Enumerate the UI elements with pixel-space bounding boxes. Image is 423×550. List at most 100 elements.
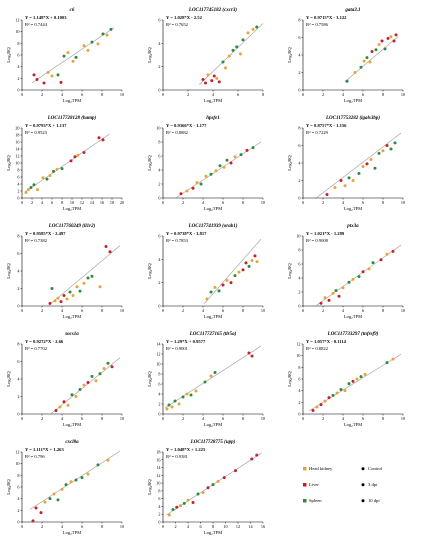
y-tick-label: 2 xyxy=(17,394,19,399)
data-point xyxy=(241,268,245,272)
data-point xyxy=(48,497,52,501)
y-axis-label: Log₂RQ xyxy=(287,47,292,63)
data-point xyxy=(371,261,375,265)
data-point xyxy=(339,179,343,182)
y-axis-label: Log₂RQ xyxy=(287,371,292,387)
regression-equation: Y = 0.9738*X - 3.817 xyxy=(166,231,207,236)
data-point xyxy=(78,388,82,391)
data-point xyxy=(52,492,56,496)
panel-title: LOC117727165 (tlr5a) xyxy=(189,332,237,337)
x-axis-label: Log₂TPM xyxy=(63,530,81,535)
panel-5: hpsfe1 Y = 0.9366*X - 1.177 R² = 0.8882 0 2 4… xyxy=(147,116,265,211)
x-tick-label: 2 xyxy=(41,524,43,529)
x-tick-label: 8 xyxy=(382,92,384,97)
x-tick-label: 4 xyxy=(187,524,190,529)
x-tick-label: 8 xyxy=(382,416,384,421)
data-point xyxy=(385,144,389,147)
x-tick-label: 10 xyxy=(261,200,265,205)
r-squared: R² = 0.7382 xyxy=(25,238,48,243)
regression-equation: Y = 0.9366*X - 1.177 xyxy=(166,123,207,128)
data-point xyxy=(24,190,28,194)
data-point xyxy=(108,250,112,254)
data-point xyxy=(29,186,33,189)
data-point xyxy=(204,174,208,178)
x-tick-label: 0 xyxy=(302,200,304,205)
x-tick-label: 8 xyxy=(101,92,103,97)
data-point xyxy=(50,287,54,290)
legend-label-time: 10 dpi xyxy=(368,498,380,503)
regression-line xyxy=(166,452,262,516)
data-point xyxy=(60,487,64,491)
x-tick-label: 2 xyxy=(182,308,184,313)
data-point xyxy=(206,486,210,490)
data-point xyxy=(175,505,179,509)
data-point xyxy=(380,39,384,43)
panel-14: LOC117728775 (upp) Y = 1.048*X + 1.225 R² … xyxy=(147,440,265,535)
data-point xyxy=(32,73,36,77)
y-tick-label: 14 xyxy=(156,342,161,347)
legend-label-tissue: Head kidney xyxy=(309,466,333,471)
data-point xyxy=(80,476,84,480)
data-point xyxy=(69,480,73,484)
y-tick-label: 2 xyxy=(298,290,300,295)
x-tick-label: 18 xyxy=(110,200,114,205)
x-tick-label: 10 xyxy=(120,416,124,421)
data-point xyxy=(48,174,52,178)
y-axis-label: Log₂RQ xyxy=(6,479,11,495)
data-point xyxy=(189,393,193,397)
y-tick-label: 0 xyxy=(158,196,160,201)
x-axis-label: Log₂TPM xyxy=(204,314,222,319)
y-axis-label: Log₂RQ xyxy=(147,371,152,387)
x-tick-label: 2 xyxy=(182,416,184,421)
data-point xyxy=(213,285,217,289)
data-point xyxy=(218,164,222,168)
y-tick-label: 0 xyxy=(158,88,160,93)
regression-equation: Y = 0.9585*X - 2.497 xyxy=(25,231,66,236)
x-tick-label: 0 xyxy=(162,200,164,205)
x-tick-label: 2 xyxy=(187,92,189,97)
data-point xyxy=(191,186,195,190)
x-tick-label: 6 xyxy=(199,524,201,529)
x-tick-label: 2 xyxy=(322,200,324,205)
data-point xyxy=(247,351,251,355)
data-point xyxy=(315,405,319,409)
data-point xyxy=(363,372,367,376)
x-tick-label: 2 xyxy=(31,200,33,205)
y-tick-label: 0 xyxy=(17,196,19,201)
x-axis-label: Log₂TPM xyxy=(204,422,222,427)
data-point xyxy=(225,158,229,162)
data-point xyxy=(64,483,68,487)
y-tick-label: 8 xyxy=(17,342,19,347)
y-tick-label: 12 xyxy=(15,18,19,23)
x-tick-label: 4 xyxy=(61,416,64,421)
y-tick-label: 12 xyxy=(296,342,300,347)
data-point xyxy=(391,249,395,253)
y-tick-label: 0 xyxy=(158,412,160,417)
x-tick-label: 4 xyxy=(342,416,345,421)
x-tick-label: 4 xyxy=(202,200,205,205)
y-tick-label: 2 xyxy=(17,286,19,291)
y-tick-label: 14 xyxy=(156,465,161,470)
data-point xyxy=(365,56,369,60)
y-tick-label: 8 xyxy=(158,140,160,145)
data-point xyxy=(43,500,47,504)
x-tick-label: 2 xyxy=(322,416,324,421)
data-point xyxy=(52,169,55,173)
data-point xyxy=(359,65,363,69)
x-axis-label: Log₂TPM xyxy=(63,314,81,319)
x-axis-label: Log₂TPM xyxy=(204,530,222,535)
y-tick-label: 6 xyxy=(298,377,300,382)
data-point xyxy=(389,147,393,151)
y-axis-label: Log₂RQ xyxy=(287,263,292,279)
panels: c6Y = 1.148*X + 0.1003 R² = 0.7444 0 2 4 6 8 10… xyxy=(6,8,405,535)
y-tick-label: 4 xyxy=(17,64,20,69)
y-tick-label: 6 xyxy=(17,485,19,490)
regression-equation: Y = 1.028*X - 2.52 xyxy=(166,15,203,20)
y-tick-label: 8 xyxy=(158,372,160,377)
data-point xyxy=(71,59,75,63)
x-tick-label: 2 xyxy=(41,308,43,313)
panel-title: LOC117728128 (hamp) xyxy=(47,116,97,121)
x-tick-label: 2 xyxy=(322,308,324,313)
